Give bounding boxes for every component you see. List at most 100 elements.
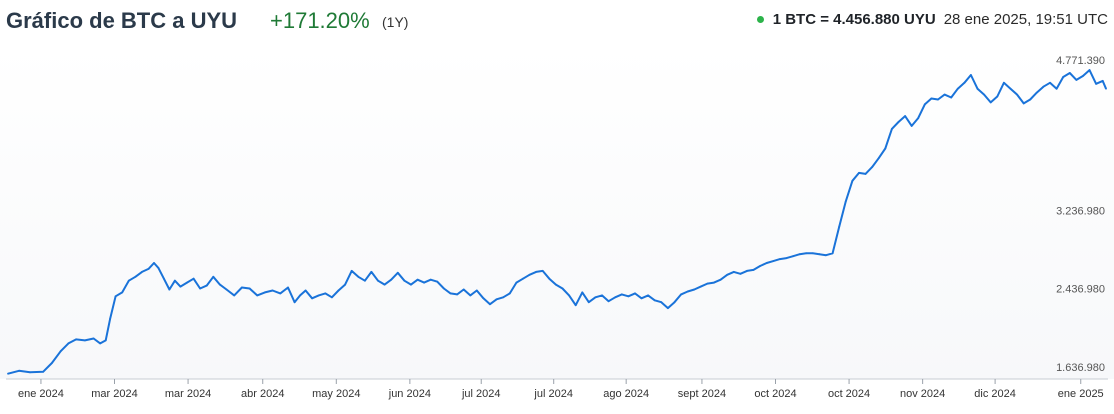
data-point [719,278,722,281]
data-point [831,252,834,255]
data-point [680,293,682,296]
data-point [344,283,346,286]
data-point [127,279,130,282]
x-tick-label: jun 2024 [388,388,431,400]
data-point [403,279,406,282]
data-point [693,288,696,291]
data-point [528,273,531,276]
data-point [92,337,95,340]
data-point [792,255,794,258]
data-point [983,93,985,96]
x-tick-label: ago 2024 [603,388,649,400]
live-dot-icon [756,16,764,23]
data-point [248,287,251,290]
data-point [515,281,518,284]
data-point [114,295,117,298]
data-point [752,269,755,271]
chart-area: 4.771.390 3.236.980 2.436.980 1.636.980 ene… [0,46,1114,414]
data-point [897,121,900,123]
data-point [739,272,742,275]
data-point [225,288,228,291]
data-point [601,294,603,297]
data-point [1095,82,1097,85]
data-point [594,296,597,299]
data-point [1016,93,1018,96]
y-axis-ticks: 4.771.390 3.236.980 2.436.980 1.636.980 [1056,55,1105,374]
data-point [620,293,623,296]
data-point [174,279,176,282]
data-point [475,289,478,292]
data-point [818,253,821,256]
data-point [436,280,439,283]
data-point [469,294,472,297]
data-point [271,289,274,292]
data-point [482,297,485,300]
x-tick-label: ene 2025 [1058,388,1104,400]
data-point [153,262,155,264]
data-point [179,285,182,288]
data-point [364,279,366,282]
data-point [508,292,511,295]
data-point [219,283,221,286]
data-point [75,338,77,341]
data-point [772,260,775,262]
data-point [759,265,761,267]
data-point [884,147,887,150]
data-point [640,297,643,300]
data-point [42,370,44,373]
y-tick-label: 3.236.980 [1056,205,1105,217]
data-point [199,287,202,290]
data-point [51,362,53,364]
data-point [634,292,636,295]
series-group [7,69,1107,375]
data-point [495,298,498,301]
data-point [304,289,307,292]
data-point [970,74,972,76]
line-chart: 4.771.390 3.236.980 2.436.980 1.636.980 ene… [0,46,1114,400]
data-point [1035,91,1038,94]
data-point [858,172,860,174]
data-point [370,271,373,273]
data-point [99,342,102,345]
data-point [357,275,360,278]
data-point [1055,87,1058,90]
data-point [746,270,748,272]
data-point [976,87,979,90]
x-tick-label: mar 2024 [91,388,137,400]
data-point [765,262,768,264]
rate-timestamp: 28 ene 2025, 19:51 UTC [943,11,1108,28]
data-point [785,257,788,259]
x-tick-label: ene 2024 [18,388,64,400]
chart-header: Gráfico de BTC a UYU +171.20% (1Y) 1 BTC… [0,0,1114,46]
percent-change: +171.20% [270,8,370,33]
data-point [489,303,491,306]
data-point [653,299,656,302]
data-point [535,271,537,273]
data-point [891,128,893,130]
data-point [192,277,195,280]
data-point [1022,102,1025,105]
data-point [350,270,353,272]
data-point [930,97,933,100]
chart-title: Gráfico de BTC a UYU [6,8,238,33]
data-point [456,293,458,296]
data-point [937,98,939,101]
data-point [293,301,296,304]
data-point [443,287,445,290]
data-point [779,258,781,260]
data-point [844,200,847,203]
data-point [324,292,327,295]
data-point [502,296,505,299]
data-point [67,342,70,345]
data-point [104,339,107,342]
data-point [264,291,266,294]
data-point [699,285,702,288]
data-point [838,225,841,228]
data-point [287,286,289,289]
data-point [541,270,544,272]
data-point [416,278,419,281]
data-point [1105,87,1107,90]
data-point [1075,79,1078,81]
data-point [299,294,301,297]
x-tick-label: may 2024 [312,388,360,400]
